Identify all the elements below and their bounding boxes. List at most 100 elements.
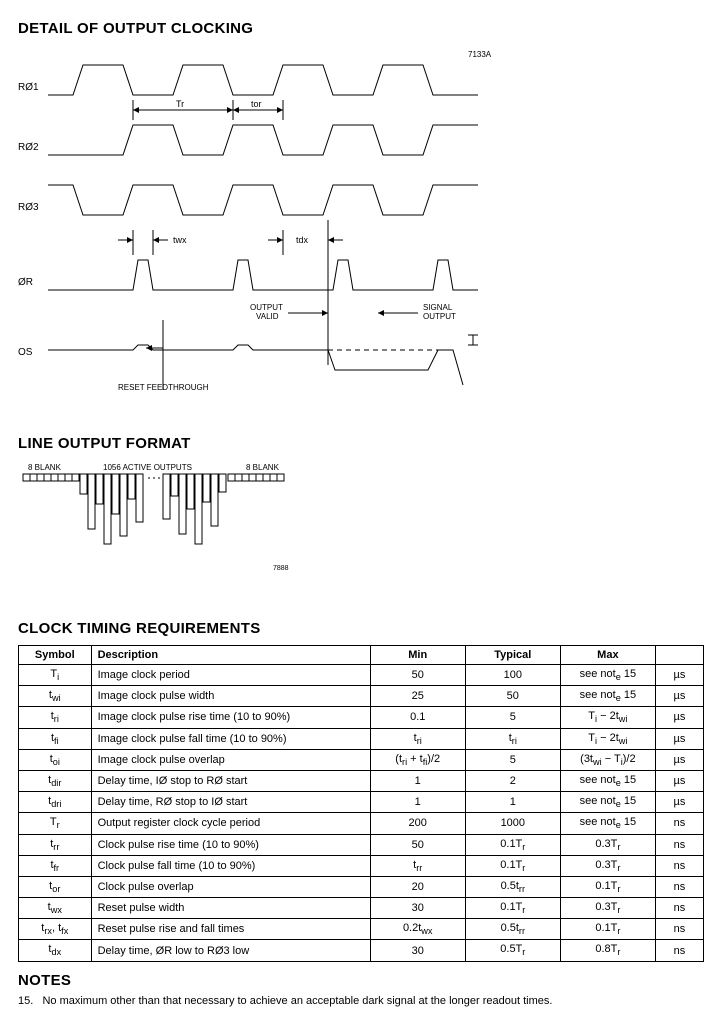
cell-min: 0.2twx xyxy=(370,919,465,940)
timing-title: CLOCK TIMING REQUIREMENTS xyxy=(18,620,704,637)
cell-max: 0.3Tr xyxy=(560,898,655,919)
cell-desc: Delay time, ØR low to RØ3 low xyxy=(91,940,370,961)
cell-typ: 0.5trr xyxy=(465,876,560,897)
detail-title: DETAIL OF OUTPUT CLOCKING xyxy=(18,20,704,37)
table-row: triImage clock pulse rise time (10 to 90… xyxy=(19,707,704,728)
signal-ro2: RØ2 xyxy=(18,142,39,153)
label-signal-output: SIGNAL xyxy=(423,303,453,312)
cell-min: 30 xyxy=(370,940,465,961)
cell-max: see note 15 xyxy=(560,686,655,707)
cell-desc: Reset pulse rise and fall times xyxy=(91,919,370,940)
signal-ro1: RØ1 xyxy=(18,82,39,93)
cell-typ: 0.5trr xyxy=(465,919,560,940)
label-twx: twx xyxy=(173,235,187,245)
cell-symbol: tor xyxy=(19,876,92,897)
cell-max: 0.3Tr xyxy=(560,834,655,855)
table-header-row: Symbol Description Min Typical Max xyxy=(19,646,704,665)
signal-or: ØR xyxy=(18,277,33,288)
svg-text:VALID: VALID xyxy=(256,312,279,321)
cell-unit: ns xyxy=(655,876,703,897)
cell-symbol: twi xyxy=(19,686,92,707)
cell-symbol: twx xyxy=(19,898,92,919)
cell-max: 0.8Tr xyxy=(560,940,655,961)
cell-typ: 0.5Tr xyxy=(465,940,560,961)
table-row: twxReset pulse width300.1Tr0.3Trns xyxy=(19,898,704,919)
cell-symbol: Tr xyxy=(19,813,92,834)
cell-desc: Clock pulse overlap xyxy=(91,876,370,897)
notes-title: NOTES xyxy=(18,972,704,989)
table-row: tfrClock pulse fall time (10 to 90%)trr0… xyxy=(19,855,704,876)
cell-unit: µs xyxy=(655,792,703,813)
timing-table: Symbol Description Min Typical Max TiIma… xyxy=(18,645,704,962)
cell-max: see note 15 xyxy=(560,792,655,813)
detail-diagram: 7133A RØ1 RØ2 RØ3 ØR OS Tr tor t xyxy=(18,45,704,395)
cell-typ: 1 xyxy=(465,792,560,813)
note-item: 15. No maximum other than that necessary… xyxy=(18,995,704,1007)
label-tor: tor xyxy=(251,99,262,109)
cell-unit: ns xyxy=(655,834,703,855)
cell-symbol: Ti xyxy=(19,665,92,686)
cell-typ: 100 xyxy=(465,665,560,686)
cell-typ: tri xyxy=(465,728,560,749)
cell-max: see note 15 xyxy=(560,770,655,791)
cell-unit: µs xyxy=(655,686,703,707)
cell-unit: ns xyxy=(655,919,703,940)
cell-min: 1 xyxy=(370,770,465,791)
cell-unit: ns xyxy=(655,813,703,834)
note-text: No maximum other than that necessary to … xyxy=(42,995,552,1007)
cell-min: 200 xyxy=(370,813,465,834)
cell-desc: Clock pulse rise time (10 to 90%) xyxy=(91,834,370,855)
table-row: tdxDelay time, ØR low to RØ3 low300.5Tr0… xyxy=(19,940,704,961)
cell-typ: 0.1Tr xyxy=(465,834,560,855)
cell-symbol: tdx xyxy=(19,940,92,961)
cell-unit: ns xyxy=(655,855,703,876)
cell-typ: 0.1Tr xyxy=(465,898,560,919)
cell-unit: µs xyxy=(655,749,703,770)
hdr-typical: Typical xyxy=(465,646,560,665)
cell-min: 1 xyxy=(370,792,465,813)
table-row: torClock pulse overlap200.5trr0.1Trns xyxy=(19,876,704,897)
blank-right: 8 BLANK xyxy=(246,463,280,472)
cell-max: (3twi − Ti)/2 xyxy=(560,749,655,770)
cell-desc: Image clock pulse overlap xyxy=(91,749,370,770)
hdr-symbol: Symbol xyxy=(19,646,92,665)
table-row: tfiImage clock pulse fall time (10 to 90… xyxy=(19,728,704,749)
notes-section: NOTES 15. No maximum other than that nec… xyxy=(18,972,704,1007)
cell-unit: ns xyxy=(655,898,703,919)
cell-desc: Image clock period xyxy=(91,665,370,686)
cell-max: 0.1Tr xyxy=(560,876,655,897)
cell-min: 0.1 xyxy=(370,707,465,728)
note-num: 15. xyxy=(18,995,33,1007)
cell-desc: Delay time, RØ stop to IØ start xyxy=(91,792,370,813)
cell-typ: 5 xyxy=(465,707,560,728)
cell-typ: 0.1Tr xyxy=(465,855,560,876)
cell-desc: Image clock pulse width xyxy=(91,686,370,707)
signal-os: OS xyxy=(18,347,33,358)
signal-ro3: RØ3 xyxy=(18,202,39,213)
cell-max: see note 15 xyxy=(560,813,655,834)
cell-desc: Output register clock cycle period xyxy=(91,813,370,834)
svg-text:OUTPUT: OUTPUT xyxy=(423,312,456,321)
cell-desc: Delay time, IØ stop to RØ start xyxy=(91,770,370,791)
line-title: LINE OUTPUT FORMAT xyxy=(18,435,704,452)
cell-max: 0.3Tr xyxy=(560,855,655,876)
cell-typ: 1000 xyxy=(465,813,560,834)
cell-symbol: tdri xyxy=(19,792,92,813)
cell-min: (tri + tfi)/2 xyxy=(370,749,465,770)
cell-unit: µs xyxy=(655,707,703,728)
cell-desc: Clock pulse fall time (10 to 90%) xyxy=(91,855,370,876)
cell-desc: Reset pulse width xyxy=(91,898,370,919)
cell-symbol: tfr xyxy=(19,855,92,876)
table-row: TiImage clock period50100see note 15µs xyxy=(19,665,704,686)
table-row: trrClock pulse rise time (10 to 90%)500.… xyxy=(19,834,704,855)
table-row: toiImage clock pulse overlap(tri + tfi)/… xyxy=(19,749,704,770)
cell-max: see note 15 xyxy=(560,665,655,686)
cell-max: Ti − 2twi xyxy=(560,728,655,749)
label-tr: Tr xyxy=(176,99,184,109)
cell-symbol: tri xyxy=(19,707,92,728)
hdr-description: Description xyxy=(91,646,370,665)
label-tdx: tdx xyxy=(296,235,309,245)
cell-typ: 5 xyxy=(465,749,560,770)
hdr-min: Min xyxy=(370,646,465,665)
label-reset-feedthrough: RESET FEEDTHROUGH xyxy=(118,383,209,392)
